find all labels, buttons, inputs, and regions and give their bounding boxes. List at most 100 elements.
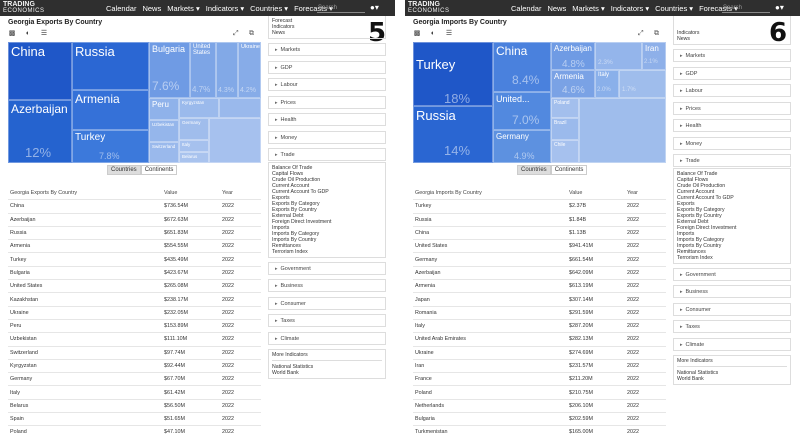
sidebar-section[interactable]: ▸ Climate [268,331,386,345]
sidebar-link[interactable]: Imports [272,224,290,231]
table-row[interactable]: China $736.54M 2022 [8,199,261,212]
sidebar-link[interactable]: Terrorism Index [272,248,308,255]
share-icon[interactable]: ⧉ [654,30,659,37]
sidebar-section[interactable]: ▸ Business [268,279,386,292]
pie-chart-icon[interactable]: ◐ [25,30,31,37]
sidebar-section[interactable]: ▸ Business [673,285,791,298]
nav-forecasts[interactable]: Forecasts ▾ [699,4,738,13]
sidebar-link[interactable]: Exports [677,200,695,207]
brand-logo[interactable]: TRADING ECONOMICS [3,1,45,15]
treemap-cell[interactable] [209,118,261,163]
country-cell[interactable]: Ukraine [10,309,29,316]
table-row[interactable]: Iran $231.57M 2022 [413,358,666,372]
country-cell[interactable]: Armenia [415,283,436,290]
table-row[interactable]: Japan $307.14M 2022 [413,292,666,305]
table-row[interactable]: Kyrgyzstan $92.44M 2022 [8,358,261,372]
column-header[interactable]: Georgia Imports By Country [415,189,482,196]
country-cell[interactable]: China [10,203,25,210]
treemap-cell[interactable]: Kyrgyzstan [179,98,219,118]
country-cell[interactable]: Bulgaria [10,269,30,276]
treemap-cell[interactable]: Italy [179,140,209,152]
treemap-cell[interactable]: Chile [551,140,579,163]
country-cell[interactable]: Poland [415,389,432,396]
table-row[interactable]: Poland $210.75M 2022 [413,385,666,398]
nav-calendar[interactable]: Calendar [511,4,542,13]
country-cell[interactable]: Uzbekistan [10,336,37,343]
sidebar-section[interactable]: ▸ GDP [268,60,386,74]
sidebar-section[interactable]: ▸ GDP [673,66,791,80]
table-row[interactable]: Uzbekistan $111.10M 2022 [8,332,261,345]
list-icon[interactable]: ☰ [445,30,453,37]
sidebar-section[interactable]: ▸ Climate [673,337,791,351]
treemap-cell[interactable] [579,98,666,163]
sidebar-section[interactable]: ▸ Money [268,130,386,144]
treemap-cell[interactable]: Switzerland [149,142,179,163]
treemap-icon[interactable]: ▩ [8,30,16,37]
sidebar-link[interactable]: External Debt [677,218,709,225]
treemap-cell[interactable]: Germany 4.9% [493,130,551,163]
country-cell[interactable]: Poland [10,429,27,436]
treemap-cell[interactable]: Armenia [72,90,149,130]
country-cell[interactable]: Azerbaijan [10,216,36,223]
country-cell[interactable]: Bulgaria [415,416,435,423]
treemap-cell[interactable]: Russia [72,42,149,90]
table-row[interactable]: Peru $153.89M 2022 [8,318,261,332]
sidebar-link[interactable]: Foreign Direct Investment [272,218,332,225]
treemap-cell[interactable]: Turkey 18% [413,42,493,106]
column-header[interactable]: Value [569,189,583,196]
table-row[interactable]: Kazakhstan $238.17M 2022 [8,292,261,305]
country-cell[interactable]: Kazakhstan [10,296,39,303]
nav-indicators[interactable]: Indicators ▾ [205,4,245,13]
table-row[interactable]: Netherlands $206.10M 2022 [413,398,666,412]
sidebar-section[interactable]: ▸ Government [268,261,386,275]
country-cell[interactable]: Kyrgyzstan [10,363,37,369]
sidebar-link[interactable]: Current Account To GDP [677,194,734,201]
table-row[interactable]: Germany $661.54M 2022 [413,252,666,265]
treemap-cell[interactable]: Iran 2.1% [642,42,666,70]
table-row[interactable]: Turkey $2.37B 2022 [413,199,666,212]
fullscreen-icon[interactable]: ⤢ [638,30,644,37]
country-cell[interactable]: Germany [10,376,33,383]
table-row[interactable]: Bulgaria $423.67M 2022 [8,265,261,279]
country-cell[interactable]: France [415,376,432,383]
share-icon[interactable]: ⧉ [249,30,254,37]
country-cell[interactable]: United States [10,283,43,290]
table-row[interactable]: Bulgaria $202.59M 2022 [413,412,666,425]
sidebar-link[interactable]: Exports [272,194,290,201]
column-header[interactable]: Year [222,189,233,196]
table-row[interactable]: United States $941.41M 2022 [413,239,666,252]
treemap-cell[interactable]: Belarus [179,152,209,163]
tab-continents[interactable]: Continents [550,165,588,175]
sidebar-section[interactable]: ▸ Labour [673,84,791,97]
sidebar-link[interactable]: National Statistics [272,364,314,370]
user-icon[interactable]: ●▾ [775,3,784,12]
sidebar-link[interactable]: Terrorism Index [677,254,713,261]
sidebar-section[interactable]: ▸ Government [673,267,791,281]
brand-logo[interactable]: TRADING ECONOMICS [408,1,450,15]
table-row[interactable]: Poland $47.10M 2022 [8,425,261,436]
sidebar-section[interactable]: ▸ Health [268,113,386,126]
country-cell[interactable]: Netherlands [415,402,445,409]
sidebar-link-news[interactable]: News [677,36,690,42]
treemap-cell[interactable]: Brazil [551,118,579,140]
sidebar-link[interactable]: Imports By Country [272,236,317,243]
sidebar-link[interactable]: Balance Of Trade [677,170,718,177]
table-row[interactable]: Ukraine $274.69M 2022 [413,345,666,359]
country-cell[interactable]: Ukraine [415,349,434,356]
table-row[interactable]: France $211.20M 2022 [413,372,666,385]
treemap-cell[interactable]: United... 7.0% [493,92,551,130]
table-row[interactable]: Turkmenistan $165.00M 2022 [413,425,666,436]
sidebar-section[interactable]: ▸ Consumer [268,296,386,310]
table-row[interactable]: Belarus $56.50M 2022 [8,398,261,412]
table-row[interactable]: Russia $651.83M 2022 [8,225,261,239]
country-cell[interactable]: United Arab Emirates [415,336,466,343]
sidebar-link[interactable]: Capital Flows [272,170,304,177]
sidebar-link-news[interactable]: News [272,30,285,36]
list-icon[interactable]: ☰ [40,30,48,37]
sidebar-link[interactable]: Remittances [677,248,706,255]
country-cell[interactable]: Russia [415,216,432,223]
sidebar-section[interactable]: ▸ Trade [268,148,386,161]
tab-countries[interactable]: Countries [107,165,141,175]
sidebar-link[interactable]: Imports By Category [272,230,320,237]
treemap-cell[interactable]: Armenia 4.6% [551,70,595,98]
